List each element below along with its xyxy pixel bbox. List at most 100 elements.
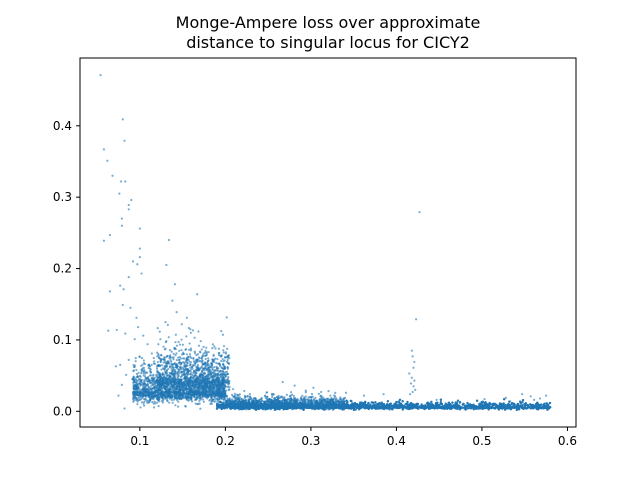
scatter-point: [177, 405, 180, 408]
scatter-point: [157, 383, 160, 386]
scatter-point: [160, 380, 163, 383]
scatter-point: [164, 371, 167, 375]
scatter-point: [201, 370, 204, 373]
scatter-point: [180, 363, 183, 366]
scatter-point: [132, 375, 135, 378]
scatter-point: [178, 361, 181, 364]
scatter-point: [193, 383, 196, 386]
scatter-point: [180, 338, 183, 341]
scatter-point: [182, 382, 185, 385]
scatter-point: [207, 350, 210, 354]
scatter-point: [142, 390, 145, 393]
scatter-point: [188, 353, 192, 356]
scatter-point: [205, 353, 208, 356]
scatter-point: [155, 367, 159, 370]
scatter-point: [151, 400, 154, 404]
scatter-point: [205, 378, 209, 381]
scatter-point: [162, 361, 165, 364]
scatter-point: [176, 392, 179, 395]
scatter-point: [148, 400, 151, 403]
scatter-point: [132, 365, 136, 369]
scatter-point: [197, 393, 200, 396]
scatter-point: [140, 364, 143, 367]
scatter-point: [170, 369, 173, 372]
scatter-point: [175, 388, 178, 391]
scatter-point: [226, 358, 229, 362]
scatter-point: [196, 396, 199, 399]
scatter-point: [178, 343, 182, 346]
scatter-point: [210, 375, 213, 379]
scatter-point: [211, 379, 214, 382]
scatter-point: [144, 392, 148, 396]
scatter-point: [165, 369, 168, 372]
scatter-point: [170, 398, 173, 402]
scatter-point: [186, 396, 190, 399]
scatter-point: [199, 340, 202, 343]
scatter-point: [157, 343, 160, 346]
scatter-point: [221, 396, 224, 399]
scatter-point: [184, 380, 187, 383]
scatter-point: [210, 400, 213, 404]
scatter-point: [214, 400, 217, 403]
scatter-point: [134, 377, 137, 380]
scatter-point: [172, 372, 176, 376]
scatter-point: [179, 391, 182, 394]
scatter-point: [186, 358, 189, 361]
scatter-point: [197, 356, 201, 359]
scatter-point: [169, 395, 172, 398]
scatter-point: [191, 329, 195, 332]
scatter-point: [145, 390, 149, 393]
scatter-point: [160, 394, 163, 398]
scatter-point: [197, 330, 200, 333]
scatter-point: [200, 357, 204, 360]
scatter-point: [168, 349, 172, 352]
scatter-point: [161, 373, 164, 377]
scatter-point: [191, 367, 194, 370]
scatter-point: [214, 357, 217, 360]
scatter-point: [142, 372, 145, 375]
scatter-point: [202, 383, 205, 387]
scatter-point: [173, 347, 177, 350]
scatter-point: [184, 378, 187, 381]
scatter-point: [192, 387, 196, 390]
scatter-point: [132, 397, 135, 400]
scatter-point: [208, 385, 212, 389]
scatter-point: [212, 385, 216, 388]
scatter-point: [160, 368, 163, 371]
scatter-point: [200, 393, 203, 396]
scatter-point: [181, 343, 184, 346]
scatter-point: [133, 384, 136, 387]
scatter-point: [207, 357, 210, 360]
scatter-point: [215, 365, 218, 368]
scatter-point: [194, 372, 197, 375]
scatter-point: [220, 330, 223, 333]
scatter-point: [227, 362, 230, 365]
scatter-point: [152, 356, 155, 360]
scatter-point: [138, 377, 141, 380]
scatter-point: [140, 368, 143, 371]
scatter-point: [149, 391, 153, 394]
scatter-point: [138, 355, 141, 358]
scatter-point: [227, 354, 230, 358]
scatter-point: [206, 397, 209, 400]
scatter-point: [137, 398, 141, 402]
scatter-point: [179, 375, 182, 379]
scatter-point: [171, 392, 174, 395]
scatter-point: [162, 345, 165, 348]
scatter-point: [177, 358, 181, 361]
scatter-point: [147, 375, 150, 378]
scatter-point: [134, 396, 137, 399]
scatter-point: [179, 368, 182, 371]
scatter-point: [174, 361, 177, 365]
scatter-point: [220, 359, 223, 363]
scatter-point: [215, 397, 219, 400]
scatter-point: [177, 370, 180, 373]
scatter-point: [170, 360, 173, 363]
scatter-point: [226, 347, 229, 350]
scatter-point: [189, 349, 193, 352]
scatter-point: [214, 347, 217, 350]
scatter-point: [196, 403, 199, 406]
scatter-point: [182, 385, 185, 388]
scatter-point: [209, 368, 212, 371]
scatter-point: [140, 394, 144, 398]
